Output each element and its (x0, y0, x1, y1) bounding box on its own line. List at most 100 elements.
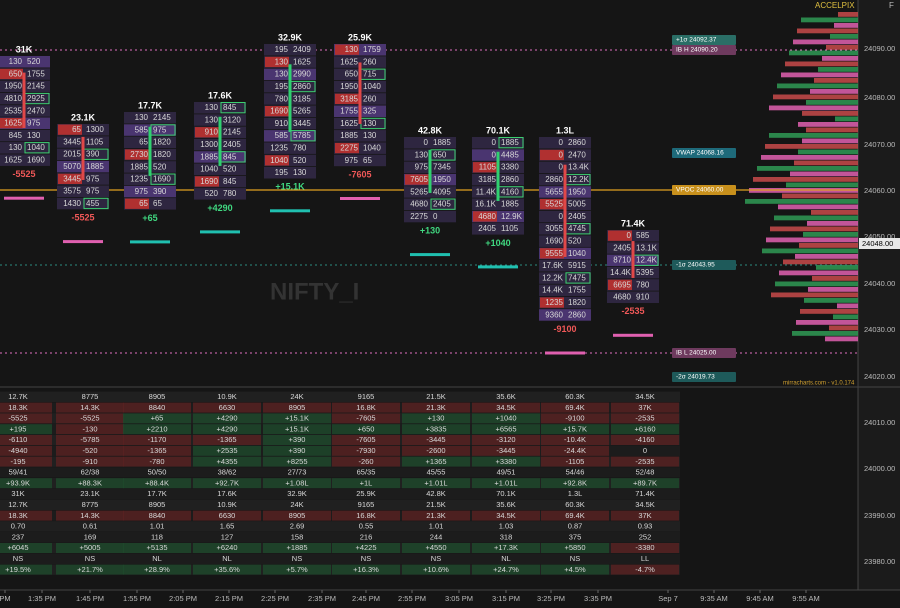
brand: ACCELPIX (815, 1, 855, 10)
ask-volume: 5265 (293, 107, 311, 116)
profile-bar (806, 100, 858, 105)
stats-cell-bg (332, 478, 400, 489)
level-label: -1σ 24043.95 (676, 262, 715, 269)
stats-cell-bg (123, 456, 191, 467)
ask-volume: 975 (86, 187, 100, 196)
stats-cell-bg (0, 402, 52, 413)
cluster-candle (496, 151, 500, 201)
ask-volume: 325 (363, 107, 377, 116)
cell-highlight (150, 173, 176, 185)
cell-highlight (58, 173, 82, 184)
price-tick-label: 24050.00 (864, 232, 895, 241)
stats-cell: +4355 (216, 457, 237, 466)
stats-cell: -4160 (635, 435, 654, 444)
level-tag (672, 35, 736, 45)
stats-cell: +35.6% (214, 565, 240, 574)
bid-volume: 17.6K (542, 261, 564, 270)
stats-cell: 50/50 (148, 468, 167, 477)
profile-bar (761, 155, 858, 160)
bid-volume: 9555 (545, 249, 563, 258)
stats-cell: 8775 (82, 392, 99, 401)
stats-cell-bg (611, 402, 679, 413)
stats-cell-bg (123, 510, 191, 521)
ask-volume: 12.9K (501, 212, 523, 221)
bid-volume: 3575 (63, 187, 81, 196)
stats-cell: 21.3K (426, 403, 446, 412)
bid-volume: 1950 (340, 82, 358, 91)
ask-volume: 1040 (568, 249, 586, 258)
stats-cell: -2535 (635, 457, 654, 466)
stats-cell: -130 (82, 424, 97, 433)
bid-volume: 5265 (410, 187, 428, 196)
ask-volume: 2405 (223, 140, 241, 149)
stats-cell: 34.5K (496, 403, 516, 412)
time-tick-label: 3:05 PM (445, 594, 473, 603)
bid-volume: 5070 (63, 162, 81, 171)
delta-bar (340, 197, 380, 200)
cluster-delta: -5525 (71, 212, 94, 222)
current-price-tag (859, 238, 900, 249)
ask-volume: 1820 (153, 150, 171, 159)
stats-cell: +92.7K (215, 478, 239, 487)
stats-cell: +1040 (495, 414, 516, 423)
price-tick-label: 23990.00 (864, 511, 895, 520)
ask-volume: 1820 (153, 138, 171, 147)
cell-highlight (290, 130, 316, 142)
stats-cell: +6160 (634, 424, 655, 433)
stats-cell: +88.3K (78, 478, 102, 487)
stats-cell-bg (263, 413, 331, 424)
ask-volume: 4485 (501, 150, 519, 159)
stats-cell-bg (611, 424, 679, 435)
ask-volume: 715 (363, 70, 377, 79)
stats-cell-bg (611, 413, 679, 424)
level-tag (672, 148, 736, 158)
bid-volume: 650 (345, 70, 359, 79)
bid-volume: 1105 (479, 163, 497, 172)
stats-cell-bg (611, 478, 679, 489)
cell-bg (334, 44, 386, 56)
stats-cell-bg (193, 543, 261, 553)
stats-cell: +3835 (425, 424, 446, 433)
stats-cell: -10.4K (564, 435, 586, 444)
stats-cell: 8905 (289, 511, 306, 520)
ask-volume: 1690 (27, 156, 45, 165)
stats-cell: +24.7% (493, 565, 519, 574)
stats-cell-bg (541, 543, 609, 553)
profile-bar (812, 276, 858, 281)
stats-cell-bg (402, 543, 470, 553)
level-label: -2σ 24019.73 (676, 374, 715, 381)
bid-volume: 0 (492, 150, 497, 159)
profile-bar (803, 232, 858, 237)
profile-bar (814, 78, 858, 83)
ask-volume: 910 (636, 293, 650, 302)
stats-cell: NS (431, 554, 441, 563)
profile-bar (786, 182, 858, 188)
stats-cell: -2535 (635, 414, 654, 423)
stats-cell: 24K (290, 500, 303, 509)
stats-cell-bg (56, 424, 124, 435)
bid-volume: 0 (559, 212, 564, 221)
cell-highlight (265, 56, 289, 68)
ask-volume: 4095 (433, 187, 451, 196)
ask-volume: 1040 (27, 143, 45, 152)
profile-bar (777, 83, 858, 89)
stats-cell-bg (56, 478, 124, 489)
ask-volume: 130 (27, 131, 41, 140)
cell-bg (334, 142, 386, 154)
stats-cell-bg (332, 543, 400, 553)
profile-bar (802, 111, 858, 116)
stats-cell-bg (402, 510, 470, 521)
cell-bg (0, 154, 50, 166)
stats-cell: 8775 (82, 500, 99, 509)
bid-volume: 1235 (130, 175, 148, 184)
delta-bar (130, 240, 170, 244)
stats-cell: -1365 (147, 446, 166, 455)
stats-cell-bg (123, 445, 191, 456)
stats-cell: 45/55 (427, 468, 446, 477)
stats-cell-bg (193, 445, 261, 456)
stats-cell-bg (193, 564, 261, 575)
stats-cell: 244 (430, 532, 443, 541)
stats-cell-bg (0, 413, 52, 424)
stats-cell: +195 (10, 424, 27, 433)
stats-cell: -260 (358, 457, 373, 466)
